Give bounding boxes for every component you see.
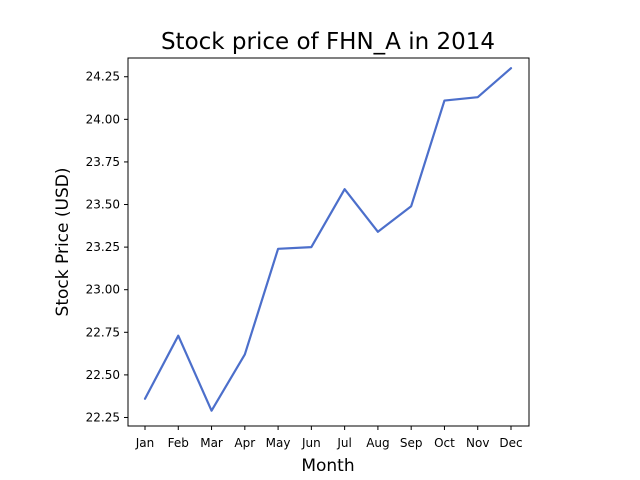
chart-title: Stock price of FHN_A in 2014 — [161, 29, 495, 55]
x-tick-label: Nov — [466, 436, 489, 450]
y-tick-label: 22.25 — [86, 410, 120, 424]
y-tick-label: 22.75 — [86, 325, 120, 339]
y-axis: 22.25 22.50 22.75 23.00 23.25 23.50 23.75 24.00… — [86, 70, 128, 424]
x-tick-label: Jan — [135, 436, 155, 450]
x-tick-label: Jun — [301, 436, 321, 450]
x-tick-label: Feb — [168, 436, 189, 450]
y-axis-title: Stock Price (USD) — [53, 168, 73, 317]
x-tick-label: Dec — [499, 436, 522, 450]
x-axis-title: Month — [301, 456, 354, 476]
x-tick-label: Jul — [336, 436, 351, 450]
y-tick-label: 23.25 — [86, 240, 120, 254]
x-tick-label: Mar — [200, 436, 223, 450]
x-tick-label: Aug — [366, 436, 389, 450]
y-tick-label: 23.50 — [86, 198, 120, 212]
x-tick-label: Oct — [434, 436, 455, 450]
series-line — [143, 67, 513, 412]
x-axis: Jan Feb Mar Apr May Jun Jul Aug Sep Oct Nov Dec — [135, 426, 523, 450]
y-tick-label: 24.00 — [86, 112, 120, 126]
plot-area-frame — [127, 57, 530, 427]
y-tick-label: 22.50 — [86, 368, 120, 382]
x-tick-label: Apr — [234, 436, 255, 450]
y-tick-label: 23.75 — [86, 155, 120, 169]
y-tick-label: 24.25 — [86, 70, 120, 84]
x-tick-label: Sep — [400, 436, 423, 450]
y-tick-label: 23.00 — [86, 283, 120, 297]
x-tick-label: May — [266, 436, 291, 450]
series-layer — [143, 67, 513, 412]
